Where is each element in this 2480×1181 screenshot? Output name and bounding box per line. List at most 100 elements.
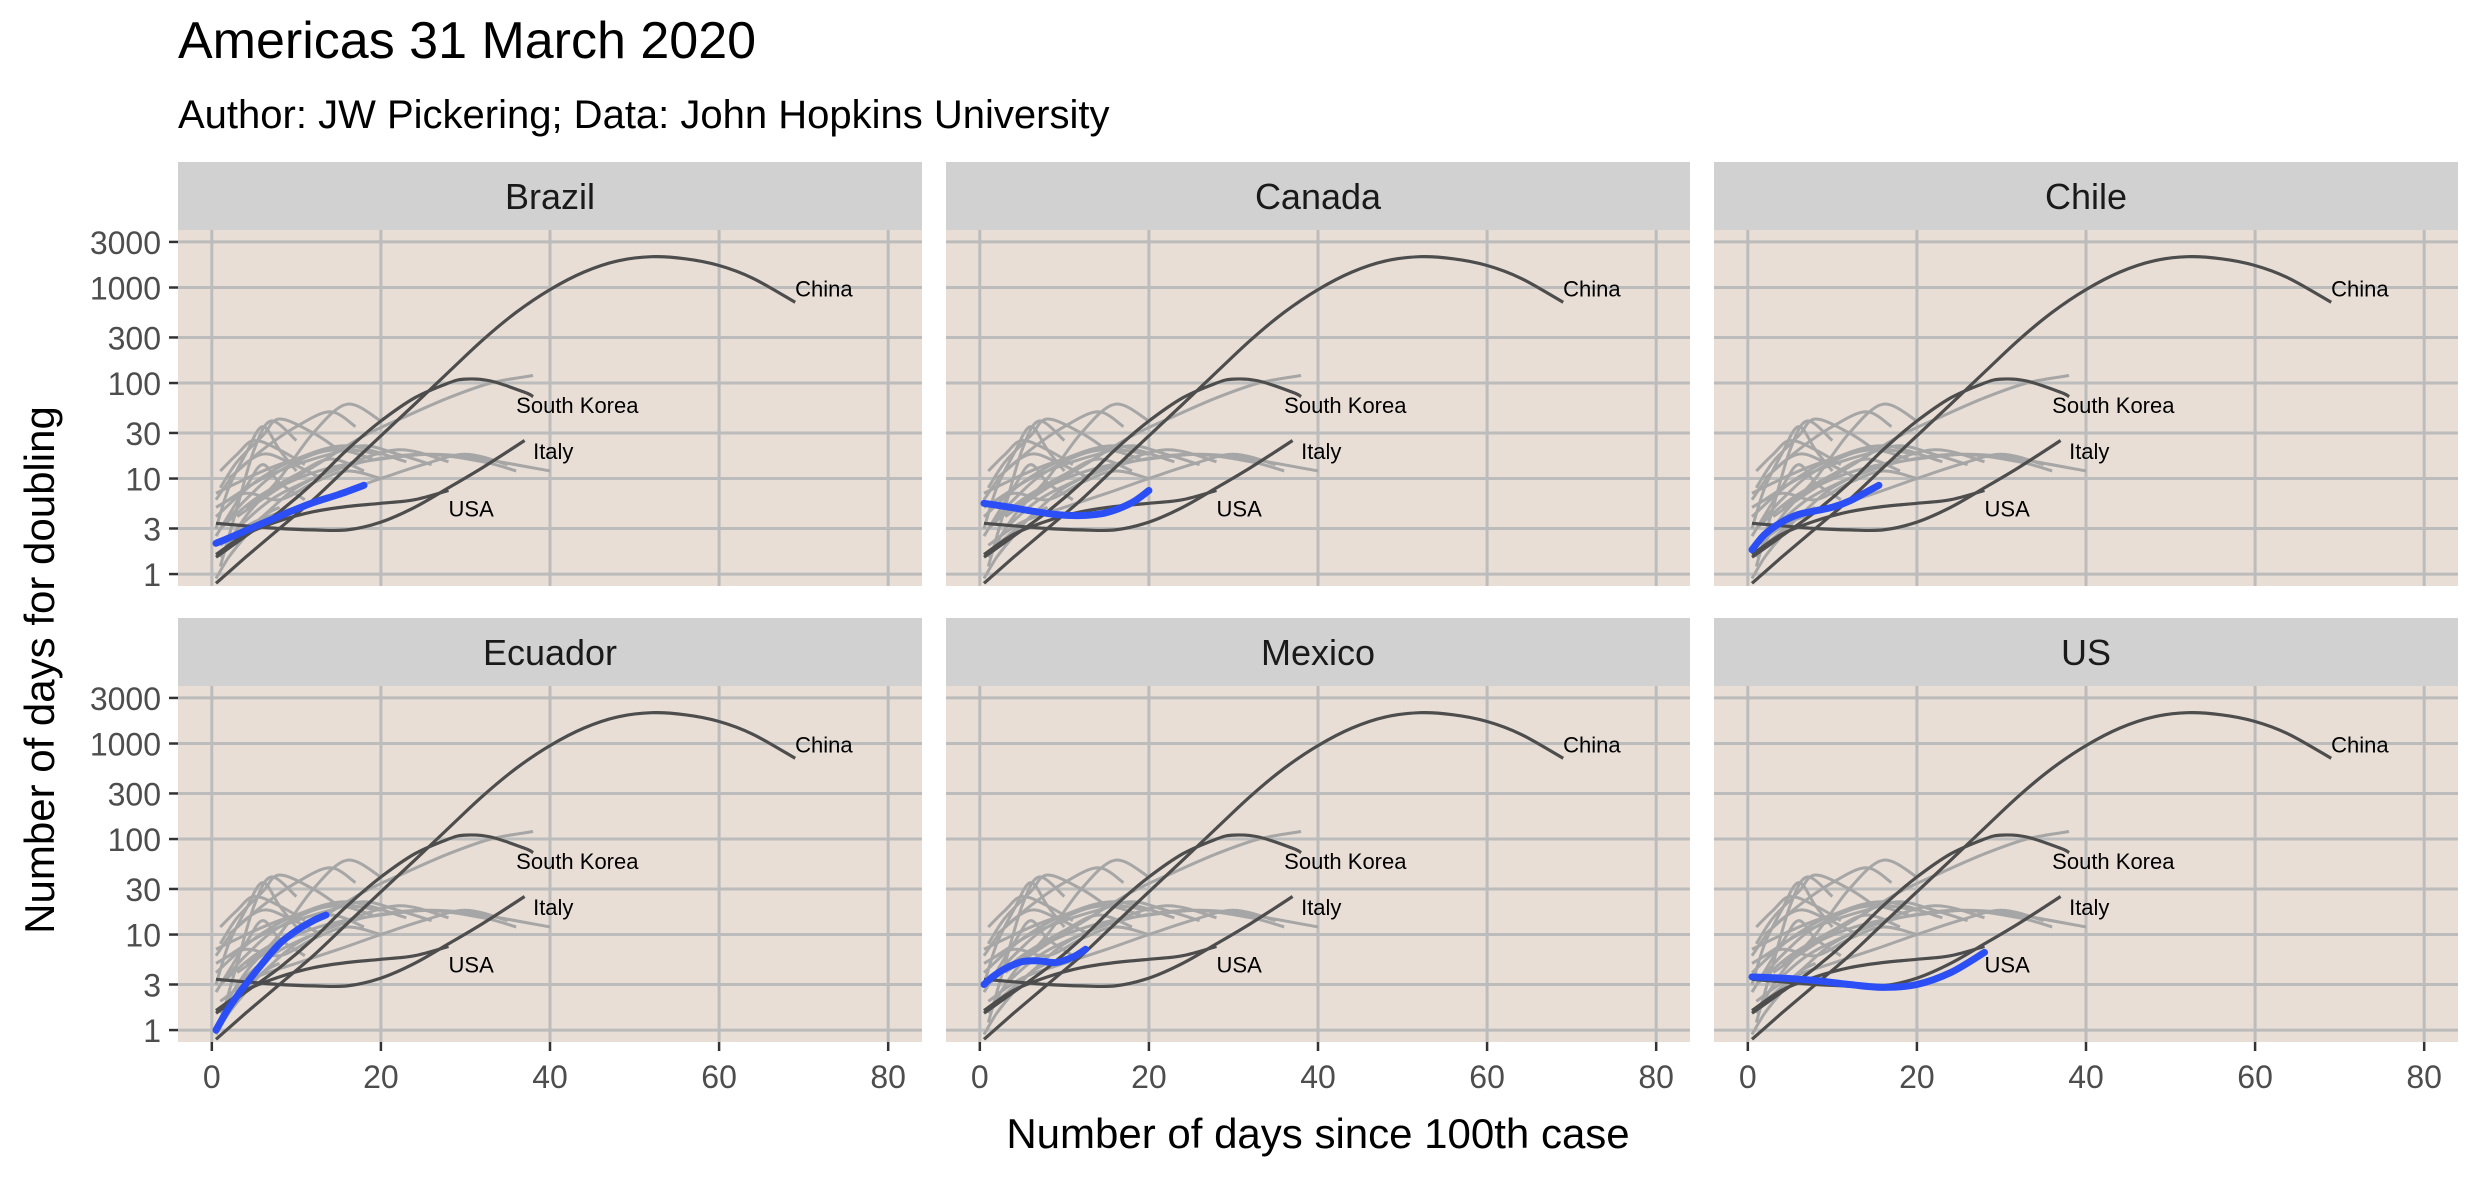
panel-strip-label: Brazil <box>505 176 595 217</box>
background-country-line <box>244 452 551 509</box>
y-tick-label: 1000 <box>90 271 161 307</box>
y-tick-label: 100 <box>108 822 161 858</box>
background-country-line <box>987 858 1150 1014</box>
reference-line-china <box>982 711 1564 1041</box>
background-country-line <box>1751 904 1909 951</box>
background-country-line <box>983 469 1150 509</box>
background-country-line <box>1755 913 1901 986</box>
panel-lines <box>1748 255 2332 585</box>
reference-line-usa <box>215 944 449 1012</box>
background-country-line <box>995 900 1201 957</box>
x-tick-label: 60 <box>701 1059 737 1095</box>
y-tick-label: 1 <box>143 557 161 593</box>
background-country-line <box>219 894 306 929</box>
x-axis-label: Number of days since 100th case <box>1006 1110 1629 1157</box>
reference-line-china <box>214 711 796 1041</box>
background-country-line <box>218 419 298 567</box>
background-country-line <box>987 417 1108 489</box>
background-country-line <box>982 908 1091 957</box>
x-tick-label: 20 <box>1899 1059 1935 1095</box>
background-country-line <box>1750 452 1859 501</box>
chart-title: Americas 31 March 2020 <box>178 12 756 70</box>
reference-label: South Korea <box>2052 849 2175 874</box>
background-country-line <box>987 438 1074 473</box>
background-country-line <box>214 452 323 501</box>
background-country-line <box>1763 444 1969 501</box>
reference-label: South Korea <box>516 849 639 874</box>
y-tick-label: 3000 <box>90 681 161 717</box>
reference-label: South Korea <box>1284 849 1407 874</box>
y-tick-label: 30 <box>125 872 161 908</box>
background-country-line <box>1780 908 2087 965</box>
reference-label: USA <box>1217 952 1263 977</box>
reference-label: Italy <box>2069 439 2109 464</box>
panel-strip <box>1714 618 2458 686</box>
reference-label: USA <box>1217 496 1263 521</box>
background-country-line <box>219 438 306 473</box>
reference-line-south-korea <box>1751 833 2070 1015</box>
x-tick-label: 40 <box>1300 1059 1336 1095</box>
reference-label: Italy <box>2069 895 2109 920</box>
background-country-line <box>986 419 1066 567</box>
x-tick-label: 60 <box>1469 1059 1505 1095</box>
reference-label: China <box>2331 733 2389 758</box>
panel-strip-label: Mexico <box>1261 632 1375 673</box>
background-country-line <box>1012 452 1319 509</box>
background-country-line <box>218 875 298 1023</box>
background-country-line <box>1751 925 1918 965</box>
background-country-line <box>986 875 1066 1023</box>
background-country-line <box>995 444 1201 501</box>
x-tick-label: 80 <box>1638 1059 1674 1095</box>
reference-line-south-korea <box>983 833 1302 1015</box>
reference-label: Italy <box>1301 439 1341 464</box>
panel-ecuador: Ecuador China South Korea Italy USA 1 3 10 30 100… <box>90 618 922 1095</box>
reference-label: South Korea <box>516 393 639 418</box>
background-country-line <box>1755 457 1901 530</box>
background-country-line <box>1750 463 1842 537</box>
background-country-line <box>219 457 365 530</box>
background-country-line <box>987 402 1150 558</box>
y-tick-label: 1000 <box>90 727 161 763</box>
highlight-line <box>212 481 368 547</box>
background-country-line <box>1751 469 1918 509</box>
background-country-line <box>982 919 1074 993</box>
panel-strip <box>178 162 922 230</box>
background-country-line <box>215 469 382 509</box>
reference-label: USA <box>449 952 495 977</box>
panel-chile: Chile China South Korea Italy USA <box>1714 162 2458 586</box>
highlight-line <box>1748 481 1883 554</box>
x-tick-label: 80 <box>2406 1059 2442 1095</box>
reference-line-usa <box>1751 488 1985 556</box>
background-country-line <box>214 463 306 537</box>
x-tick-label: 20 <box>363 1059 399 1095</box>
background-country-line <box>987 894 1074 929</box>
panel-us: US China South Korea Italy USA 0 20 40 60 80 <box>1714 618 2458 1095</box>
y-tick-label: 10 <box>125 462 161 498</box>
background-country-line <box>219 402 382 558</box>
background-country-line <box>983 904 1141 951</box>
y-tick-label: 30 <box>125 416 161 452</box>
reference-label: China <box>1563 733 1621 758</box>
panel-strip <box>178 618 922 686</box>
reference-line-usa <box>983 488 1217 556</box>
background-country-line <box>982 452 1091 501</box>
background-country-line <box>1763 900 1969 957</box>
background-country-line <box>1763 410 1893 480</box>
background-country-line <box>215 925 382 965</box>
background-country-line <box>227 410 357 480</box>
background-country-line <box>1751 448 1909 495</box>
panel-lines <box>212 711 796 1041</box>
background-country-line <box>215 448 373 495</box>
y-tick-label: 300 <box>108 776 161 812</box>
panel-mexico: Mexico China South Korea Italy USA 0 20 40 60 80 <box>946 618 1690 1095</box>
y-tick-label: 300 <box>108 320 161 356</box>
background-country-line <box>1755 438 1842 473</box>
reference-label: China <box>795 277 853 302</box>
background-country-line <box>227 444 433 501</box>
background-country-line <box>982 463 1074 537</box>
y-tick-label: 3000 <box>90 225 161 261</box>
x-tick-label: 40 <box>2068 1059 2104 1095</box>
chart-subtitle: Author: JW Pickering; Data: John Hopkins… <box>178 93 1109 137</box>
background-country-line <box>983 925 1150 965</box>
